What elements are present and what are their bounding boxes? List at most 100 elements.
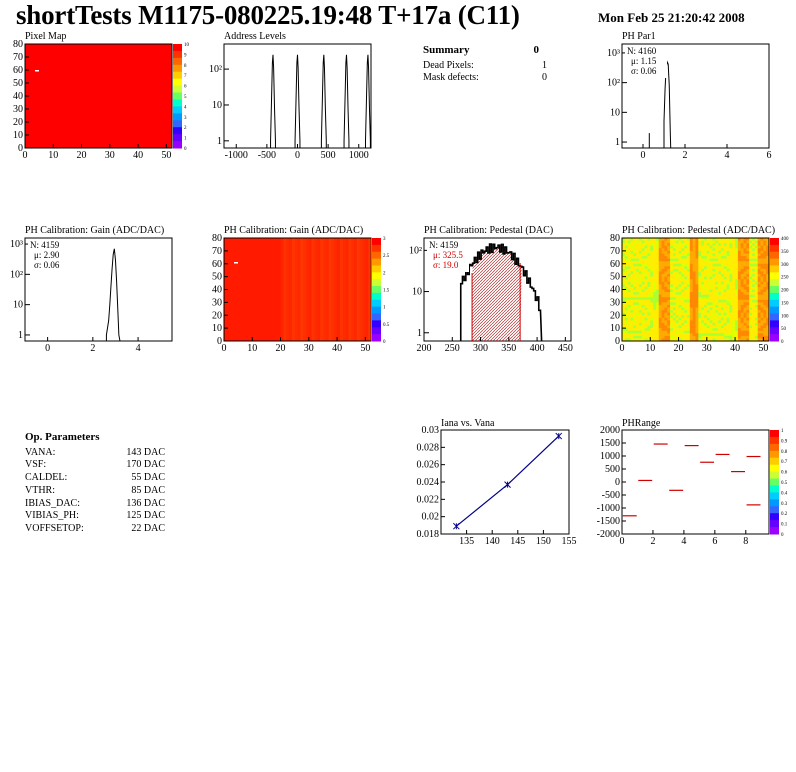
- pedmap-cell: [653, 240, 657, 244]
- pedmap-cell: [689, 248, 693, 252]
- pedmap-cell: [723, 330, 727, 334]
- pedmap-cell: [655, 266, 660, 270]
- pedmap-cell: [622, 256, 626, 259]
- pedmap-cell: [735, 304, 739, 308]
- pedmap-cell: [735, 268, 739, 272]
- pedmap-cell: [729, 328, 733, 331]
- pedmap-cell: [735, 328, 739, 331]
- gainmap-palette-cell: [372, 313, 381, 321]
- pedmap-cell: [712, 263, 716, 267]
- pedmap-cell: [718, 315, 722, 319]
- pedmap-cell: [760, 328, 764, 331]
- pedmap-cell: [743, 322, 747, 326]
- pedmap-cell: [650, 294, 654, 298]
- pedmap-cell: [715, 315, 719, 319]
- pedmap-cell: [624, 299, 628, 303]
- pedmap-cell: [627, 317, 631, 321]
- pedmap-cell: [653, 238, 657, 241]
- pedmap-cell: [661, 286, 665, 290]
- pedmap-cell: [752, 299, 756, 303]
- phrange-xtick-label: 0: [620, 536, 625, 547]
- pedmap-cell: [633, 243, 637, 247]
- pedmap-cell: [695, 279, 699, 283]
- phrange-ytick-label: 1000: [600, 451, 620, 462]
- pedmap-cell: [760, 292, 764, 295]
- pedmap-cell: [737, 307, 742, 311]
- pedmap-cell: [638, 248, 643, 252]
- pedmap-cell: [726, 263, 730, 267]
- gainmap-column: [356, 238, 360, 341]
- pedmap-cell: [630, 271, 634, 275]
- pedmap-cell: [698, 268, 702, 272]
- pedmap-cell: [675, 307, 679, 311]
- pedmap-cell: [754, 320, 758, 324]
- pedmap-cell: [658, 256, 662, 259]
- pedmap-cell: [672, 320, 677, 324]
- pedmap-cell: [636, 320, 640, 324]
- pedmap-cell: [636, 325, 640, 329]
- pedmap-cell: [763, 320, 767, 324]
- pedmap-cell: [749, 317, 753, 321]
- pedmap-cell: [757, 338, 761, 342]
- pedmap-cell: [718, 312, 722, 316]
- pedmap-cell: [732, 243, 736, 247]
- gainmap-palette-cell: [372, 251, 381, 260]
- iana-point: [453, 522, 460, 530]
- addr-xtick-label: -1000: [225, 150, 248, 161]
- pedmap-cell: [723, 256, 727, 259]
- pedmap-cell: [630, 335, 634, 339]
- pedmap-cell: [723, 335, 727, 339]
- pedmap-cell: [715, 297, 719, 301]
- pedmap-cell: [709, 268, 713, 272]
- gainmap-title: PH Calibration: Gain (ADC/DAC): [224, 225, 364, 236]
- pedmap-cell: [763, 312, 767, 316]
- pedmap-cell: [655, 243, 660, 247]
- pedmap-palette-cell: [770, 272, 779, 280]
- pedmap-cell: [667, 284, 671, 288]
- pedmap-cell: [715, 279, 719, 283]
- pedmap-cell: [644, 284, 648, 288]
- pedmap-cell: [678, 297, 682, 301]
- pedmap-cell: [749, 240, 753, 244]
- pedmap-cell: [720, 294, 725, 298]
- pedmap-cell: [703, 240, 708, 244]
- pixelmap-palette-label: 3: [184, 116, 187, 121]
- pedmap-cell: [749, 335, 753, 339]
- pedmap-cell: [658, 307, 662, 311]
- pedmap-cell: [752, 317, 756, 321]
- pedmap-cell: [737, 325, 742, 329]
- pedmap-cell: [720, 322, 725, 326]
- pedmap-cell: [752, 263, 756, 267]
- pedmap-cell: [695, 263, 699, 267]
- summary-row: Mask defects: 0: [423, 72, 553, 85]
- pedmap-cell: [746, 317, 750, 321]
- pedmap-cell: [698, 315, 702, 319]
- gainmap-column: [351, 238, 355, 341]
- pedmap-cell: [636, 292, 640, 295]
- pedmap-cell: [695, 240, 699, 244]
- pedmap-cell: [732, 320, 736, 324]
- pedmap-cell: [701, 268, 705, 272]
- pedmap-cell: [647, 292, 651, 295]
- pedmap-cell: [672, 250, 677, 254]
- pedmap-cell: [655, 238, 660, 241]
- pedmap-cell: [749, 256, 753, 259]
- pedmap-cell: [746, 281, 750, 285]
- pedmap-cell: [754, 307, 758, 311]
- pedmap-cell: [743, 258, 747, 262]
- pedmap-cell: [667, 302, 671, 306]
- pedmap-cell: [650, 289, 654, 293]
- pedmap-cell: [712, 299, 716, 303]
- pedmap-cell: [630, 310, 634, 313]
- phrange-palette-cell: [770, 520, 779, 528]
- pedmap-cell: [735, 294, 739, 298]
- pedmap-cell: [737, 274, 742, 277]
- pedmap-cell: [627, 268, 631, 272]
- pedmap-cell: [667, 250, 671, 254]
- pedmap-cell: [712, 325, 716, 329]
- pedmap-cell: [622, 317, 626, 321]
- pedmap-cell: [740, 261, 744, 265]
- pedmap-cell: [723, 261, 727, 265]
- pedmap-cell: [658, 302, 662, 306]
- pedmap-cell: [681, 320, 685, 324]
